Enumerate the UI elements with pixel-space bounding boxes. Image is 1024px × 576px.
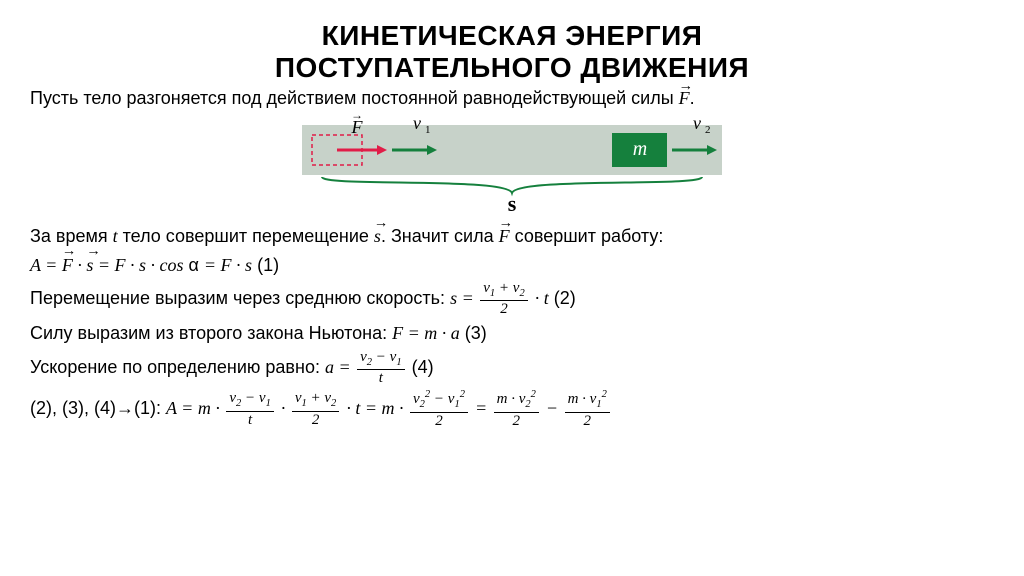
l2-end1: . Значит сила <box>381 226 499 246</box>
svg-text:v: v <box>693 115 701 133</box>
final-f2: v1 + v2 2 <box>292 391 339 428</box>
l5-prefix: Ускорение по определению равно: <box>30 357 325 377</box>
eq3: F = m · a <box>392 323 460 343</box>
l2-s: s <box>374 224 381 248</box>
svg-text:m: m <box>633 138 647 160</box>
slide-title: КИНЕТИЧЕСКАЯ ЭНЕРГИЯ ПОСТУПАТЕЛЬНОГО ДВИ… <box>30 20 994 84</box>
final-f4: m · v22 2 <box>494 390 539 429</box>
svg-text:1: 1 <box>425 124 431 136</box>
l6-text: (2), (3), (4)→(1): <box>30 398 166 418</box>
eq2-frac: v1 + v2 2 <box>480 281 527 318</box>
l2-end2: совершит работу: <box>510 226 664 246</box>
intro-prefix: Пусть тело разгоняется под действием пос… <box>30 88 679 108</box>
final-f1: v2 − v1 t <box>226 391 273 428</box>
eq4-lhs: a = <box>325 357 355 377</box>
final-f3: v22 − v12 2 <box>410 390 468 429</box>
svg-text:F: F <box>351 117 364 137</box>
eq2-tail: · t <box>535 288 549 308</box>
line-force: Силу выразим из второго закона Ньютона: … <box>30 321 994 345</box>
eq4-frac: v2 − v1 t <box>357 350 404 387</box>
line-displacement: Перемещение выразим через среднюю скорос… <box>30 281 994 318</box>
title-line-1: КИНЕТИЧЕСКАЯ ЭНЕРГИЯ <box>322 20 703 51</box>
line-substitution: (2), (3), (4)→(1): A = m · v2 − v1 t · v… <box>30 390 994 429</box>
eq2-lhs: s = <box>450 288 478 308</box>
final-f5: m · v12 2 <box>565 390 610 429</box>
diagram: m→F→v1→v2s <box>30 115 994 220</box>
intro-text: Пусть тело разгоняется под действием пос… <box>30 88 994 109</box>
svg-text:2: 2 <box>705 124 711 136</box>
line-work-statement: За время t тело совершит перемещение s. … <box>30 224 994 248</box>
physics-diagram: m→F→v1→v2s <box>252 115 772 215</box>
l4-prefix: Силу выразим из второго закона Ньютона: <box>30 323 392 343</box>
svg-text:v: v <box>413 115 421 133</box>
line-acceleration: Ускорение по определению равно: a = v2 −… <box>30 350 994 387</box>
l2-mid: тело совершит перемещение <box>118 226 374 246</box>
svg-text:s: s <box>508 191 517 215</box>
final-lhs: A = m · <box>166 398 224 418</box>
l3-prefix: Перемещение выразим через среднюю скорос… <box>30 288 450 308</box>
equation-1: A = F · s = F · s · cos α = F · s (1) <box>30 253 994 277</box>
